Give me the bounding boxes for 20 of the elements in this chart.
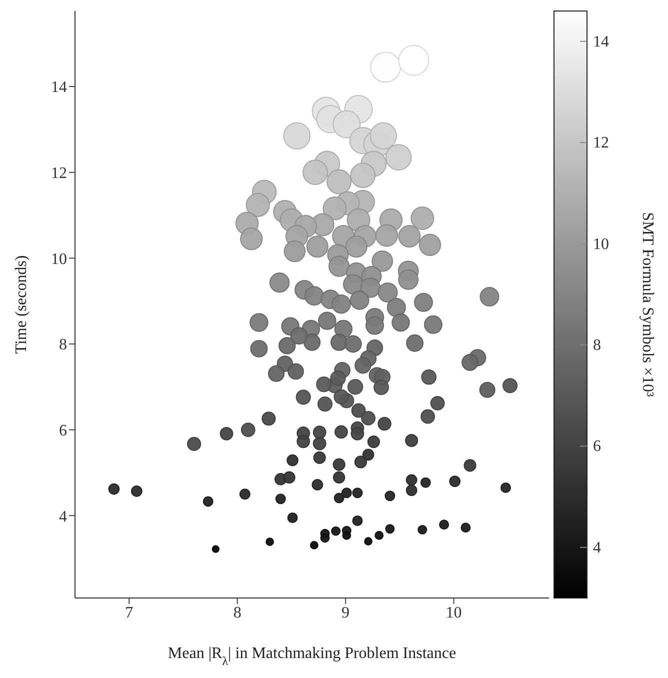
y-tick-label: 6 [59,422,67,440]
x-tick-label: 10 [446,604,462,622]
y-tick-label: 10 [51,250,67,268]
color-bar-label: 6 [593,438,601,456]
y-tick-label: 12 [51,165,67,182]
x-tick-label: 7 [125,604,134,622]
y-tick-label: 14 [51,79,67,96]
color-bar-title: SMT Formula Symbols ×10³ [639,212,656,398]
color-bar-label: 12 [593,134,609,152]
y-axis-title: Time (seconds) [13,255,30,354]
color-bar-label: 10 [593,236,609,253]
color-bar-label: 8 [593,336,601,354]
color-bar-label: 14 [593,33,609,50]
x-tick-label: 8 [233,604,242,622]
color-bar-label: 4 [593,539,601,556]
y-tick-label: 8 [59,336,67,354]
colorbar: 4 6 8 10 12 14 SMT Formula Symbols ×10³ [553,8,660,668]
x-axis-title: Mean |R$_{λ}$| in Matchmaking Problem Instance [168,645,456,668]
y-tick-label: 4 [59,508,67,526]
x-tick-label: 9 [342,604,350,622]
